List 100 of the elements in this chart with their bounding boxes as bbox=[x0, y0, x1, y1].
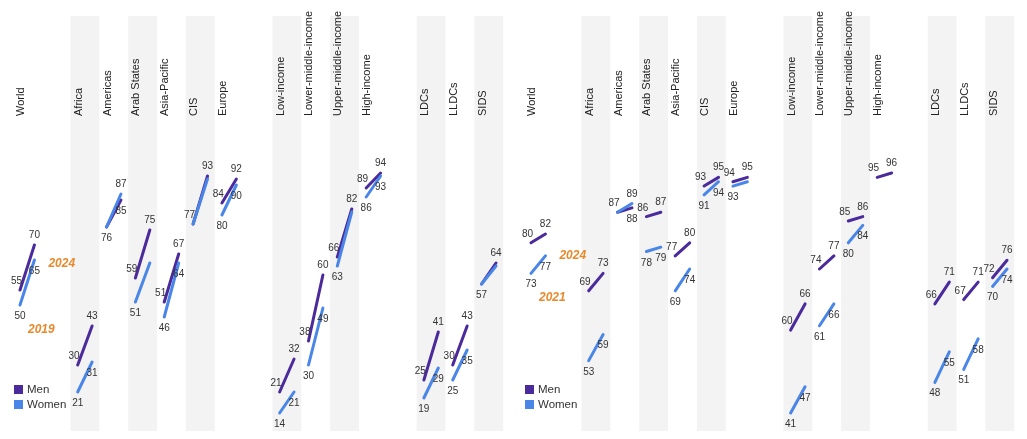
data-label: 82 bbox=[539, 218, 552, 230]
data-label: 91 bbox=[698, 199, 711, 211]
data-label: 94 bbox=[723, 166, 736, 178]
data-label: 77 bbox=[183, 209, 196, 220]
x-tick-label: Americas bbox=[100, 69, 113, 116]
data-label: 66 bbox=[328, 242, 340, 253]
data-label: 74 bbox=[810, 254, 822, 265]
x-tick-label: LDCs bbox=[417, 87, 430, 116]
data-label: 66 bbox=[925, 288, 938, 300]
data-label: 82 bbox=[346, 193, 358, 204]
data-label: 51 bbox=[155, 287, 167, 298]
data-label: 94 bbox=[712, 186, 725, 198]
data-label: 30 bbox=[302, 370, 315, 381]
data-label: 77 bbox=[666, 240, 678, 252]
data-label: 84 bbox=[857, 230, 869, 242]
data-label: 50 bbox=[14, 310, 26, 321]
x-tick-label: World bbox=[525, 87, 537, 116]
data-label: 93 bbox=[727, 191, 739, 203]
data-label: 74 bbox=[1001, 274, 1013, 285]
data-label: 21 bbox=[72, 397, 84, 408]
data-label: 88 bbox=[626, 212, 638, 224]
data-label: 80 bbox=[684, 226, 696, 238]
data-label: 71 bbox=[972, 266, 985, 278]
data-label: 73 bbox=[525, 278, 537, 290]
data-label: 95 bbox=[712, 161, 725, 173]
data-label: 86 bbox=[637, 201, 649, 213]
data-label: 60 bbox=[317, 259, 329, 270]
x-tick-label: Arab States bbox=[640, 58, 653, 116]
data-label: 76 bbox=[100, 232, 113, 243]
x-tick-label: High-income bbox=[360, 54, 373, 116]
data-label: 80 bbox=[216, 220, 228, 231]
data-label: 80 bbox=[521, 227, 534, 239]
data-label: 61 bbox=[813, 330, 826, 342]
x-tick-label: Lower-middle-income bbox=[813, 10, 826, 116]
x-tick-label: CIS bbox=[187, 97, 200, 116]
data-label: 89 bbox=[357, 173, 369, 184]
data-label: 85 bbox=[115, 205, 127, 216]
data-label: 76 bbox=[1001, 244, 1013, 256]
data-label: 47 bbox=[799, 391, 812, 403]
data-label: 86 bbox=[857, 200, 869, 212]
data-label: 70 bbox=[987, 291, 999, 303]
x-tick-label: Arab States bbox=[129, 58, 142, 116]
data-label: 43 bbox=[86, 310, 99, 321]
data-label: 60 bbox=[781, 315, 794, 327]
data-label: 64 bbox=[490, 247, 502, 258]
data-label: 51 bbox=[129, 307, 142, 318]
data-label: 87 bbox=[655, 196, 667, 208]
data-label: 89 bbox=[626, 187, 638, 199]
data-label: 38 bbox=[299, 326, 311, 337]
data-label: 77 bbox=[828, 239, 840, 251]
data-label: 43 bbox=[461, 310, 474, 321]
data-label: 78 bbox=[640, 256, 653, 268]
data-label: 41 bbox=[432, 316, 445, 327]
data-label: 67 bbox=[173, 238, 185, 249]
data-label: 30 bbox=[443, 350, 456, 361]
x-tick-label: Upper-middle-income bbox=[842, 10, 855, 116]
data-label: 71 bbox=[943, 266, 956, 278]
x-tick-label: Lower-middle-income bbox=[302, 10, 315, 116]
x-tick-label: Asia-Pacific bbox=[158, 58, 171, 116]
data-label: 73 bbox=[597, 257, 610, 269]
x-tick-label: Low-income bbox=[784, 56, 797, 116]
data-label: 25 bbox=[447, 385, 459, 396]
x-tick-label: CIS bbox=[698, 97, 711, 116]
data-label: 69 bbox=[669, 295, 682, 307]
data-label: 63 bbox=[331, 271, 344, 282]
x-tick-label: World bbox=[14, 87, 26, 116]
data-label: 53 bbox=[583, 365, 595, 377]
annotation: 2024 bbox=[558, 248, 587, 262]
data-label: 80 bbox=[842, 247, 855, 259]
data-label: 46 bbox=[158, 322, 171, 333]
data-label: 77 bbox=[539, 260, 552, 272]
data-label: 55 bbox=[943, 356, 956, 368]
data-label: 32 bbox=[288, 343, 301, 354]
legend-label: Women bbox=[538, 398, 578, 410]
data-label: 14 bbox=[274, 418, 286, 429]
data-label: 79 bbox=[655, 252, 667, 264]
data-label: 95 bbox=[741, 161, 754, 173]
x-tick-label: High-income bbox=[871, 54, 884, 116]
data-label: 66 bbox=[799, 287, 812, 299]
data-label: 57 bbox=[476, 289, 488, 300]
x-tick-label: Upper-middle-income bbox=[331, 10, 344, 116]
x-tick-label: Europe bbox=[215, 80, 228, 116]
legend-label: Men bbox=[538, 383, 561, 395]
data-label: 75 bbox=[144, 214, 156, 225]
data-label: 86 bbox=[360, 202, 373, 213]
x-tick-label: LDCs bbox=[928, 87, 941, 116]
data-label: 35 bbox=[461, 355, 474, 366]
annotation: 2019 bbox=[27, 322, 56, 336]
data-label: 21 bbox=[288, 397, 301, 408]
x-tick-label: LLDCs bbox=[957, 81, 970, 116]
data-label: 66 bbox=[828, 308, 840, 320]
x-tick-label: Africa bbox=[582, 87, 595, 116]
x-tick-label: LLDCs bbox=[446, 81, 459, 116]
legend-label: Men bbox=[27, 383, 50, 395]
x-tick-label: SIDS bbox=[986, 90, 999, 116]
data-label: 95 bbox=[868, 162, 880, 174]
data-label: 93 bbox=[694, 171, 707, 183]
data-label: 72 bbox=[983, 262, 996, 274]
data-label: 92 bbox=[230, 163, 243, 174]
data-label: 93 bbox=[201, 160, 214, 171]
